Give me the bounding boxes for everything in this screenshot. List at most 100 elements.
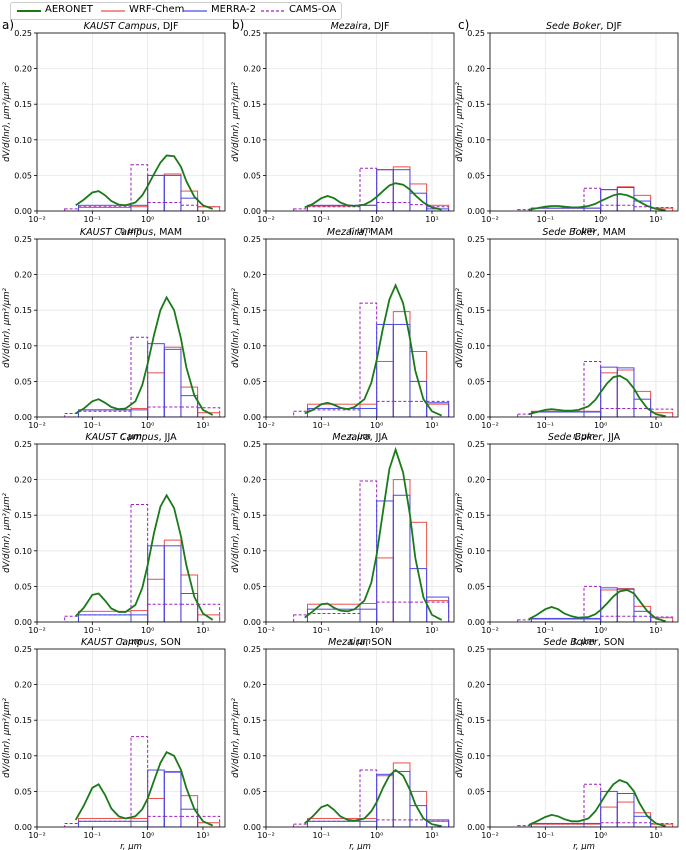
x-axis-label: r, μm [573,226,595,236]
y-tick-label: 0.10 [243,547,261,556]
x-tick-label: 10⁰ [370,215,383,224]
line-aeronet [528,192,666,211]
subplot-title-site: Sede Boker [543,637,598,648]
line-aeronet [528,374,666,417]
y-tick-label: 0.15 [467,716,485,725]
plot-frame [265,238,455,418]
y-tick-label: 0.10 [467,547,485,556]
bar-cams-oa [306,409,361,417]
x-axis-label: r, μm [120,637,142,647]
x-tick-label: 10⁻² [28,831,46,840]
x-tick-label: 10⁻² [257,421,275,430]
subplot-sede-boker-jja: 0.00 0.05 0.10 0.15 0.20 0.25 10⁻² 10⁻¹ 10⁰ 10¹ Se… [455,432,679,647]
subplot-title: Mezaira, JJA [332,432,388,443]
x-tick-label: 10⁰ [141,421,154,430]
x-tick-label: 10⁻¹ [313,421,331,430]
bar-cams-oa [64,822,79,827]
bar-merra-2 [376,323,394,417]
column-letter-c: c) [458,18,470,32]
bar-cams-oa [616,615,635,622]
bar-cams-oa [392,601,411,622]
bar-cams-oa [163,406,182,417]
y-tick-label: 0.10 [14,752,32,761]
bar-cams-oa [409,819,428,827]
x-tick-label: 10¹ [649,421,662,430]
bar-wrf-chem [180,386,199,417]
y-tick-label: 0.10 [14,342,32,351]
plot-frame [265,32,455,212]
bar-merra-2 [616,187,635,211]
bar-merra-2 [163,545,182,622]
y-tick-label: 0.25 [243,440,261,449]
subplot-title-season: , SON [598,637,625,648]
bar-cams-oa [600,204,618,211]
x-tick-label: 10¹ [649,215,662,224]
x-axis-label: r, μm [349,432,371,442]
y-tick-label: 0.25 [467,29,485,38]
subplot-title-site: Mezaira [328,637,365,648]
bar-wrf-chem [616,801,635,827]
y-tick-label: 0.05 [243,787,261,796]
subplot-title-season: , DJF [157,21,179,32]
y-tick-label: 0.15 [14,716,32,725]
bar-cams-oa [64,615,79,622]
subplot-title: KAUST Campus, JJA [85,432,177,443]
x-tick-label: 10¹ [196,831,209,840]
bar-wrf-chem [392,166,411,211]
bar-cams-oa [616,822,635,827]
subplot-title: Sede Boker, MAM [542,227,625,238]
y-tick-label: 0.00 [243,618,261,627]
x-axis-label: r, μm [349,842,371,850]
y-tick-label: 0.05 [243,582,261,591]
bar-cams-oa [130,164,149,211]
column-letter-b: b) [232,18,245,32]
y-tick-label: 0.10 [14,136,32,145]
y-tick-label: 0.10 [243,136,261,145]
x-tick-label: 10⁰ [370,626,383,635]
y-tick-label: 0.20 [14,65,32,74]
bar-cams-oa [147,603,165,622]
bar-cams-oa [530,411,585,417]
x-tick-label: 10⁰ [370,831,383,840]
y-tick-label: 0.25 [14,440,32,449]
bar-merra-2 [633,815,652,827]
y-tick-label: 0.05 [467,582,485,591]
bar-wrf-chem [77,610,132,622]
y-axis-label: dV/d(lnr), μm³/μm² [231,82,241,162]
bar-merra-2 [600,790,618,827]
bar-cams-oa [409,204,428,211]
bar-cams-oa [633,615,652,622]
bar-cams-oa [77,614,132,622]
bar-cams-oa [376,819,394,827]
y-tick-label: 0.15 [14,511,32,520]
y-tick-label: 0.00 [14,618,32,627]
line-aeronet [75,493,214,621]
y-axis-label: dV/d(lnr), μm³/μm² [2,288,12,368]
y-tick-label: 0.10 [243,752,261,761]
y-tick-label: 0.15 [467,511,485,520]
subplot-title-site: Sede Boker [548,432,603,443]
y-tick-label: 0.15 [14,100,32,109]
x-tick-label: 10⁰ [141,215,154,224]
bar-merra-2 [77,204,132,211]
bar-cams-oa [180,815,199,827]
bar-merra-2 [306,608,361,622]
bar-merra-2 [600,587,618,622]
subplot-sede-boker-djf: 0.00 0.05 0.10 0.15 0.20 0.25 10⁻² 10⁻¹ 10⁰ 10¹ Se… [455,21,679,236]
x-tick-label: 10⁻¹ [537,831,555,840]
bar-cams-oa [163,201,182,211]
line-aeronet [304,768,442,827]
x-tick-label: 10⁰ [594,215,607,224]
x-tick-label: 10¹ [425,626,438,635]
x-tick-label: 10¹ [196,421,209,430]
y-tick-label: 0.15 [467,100,485,109]
bar-cams-oa [359,480,378,622]
x-tick-label: 10⁻² [481,626,499,635]
x-axis-label: r, μm [120,842,142,850]
bar-merra-2 [616,367,635,417]
y-axis-label: dV/d(lnr), μm³/μm² [231,698,241,778]
plot-frame [36,648,226,828]
y-tick-label: 0.25 [14,645,32,654]
bar-cams-oa [583,360,602,417]
x-axis-label: r, μm [573,637,595,647]
